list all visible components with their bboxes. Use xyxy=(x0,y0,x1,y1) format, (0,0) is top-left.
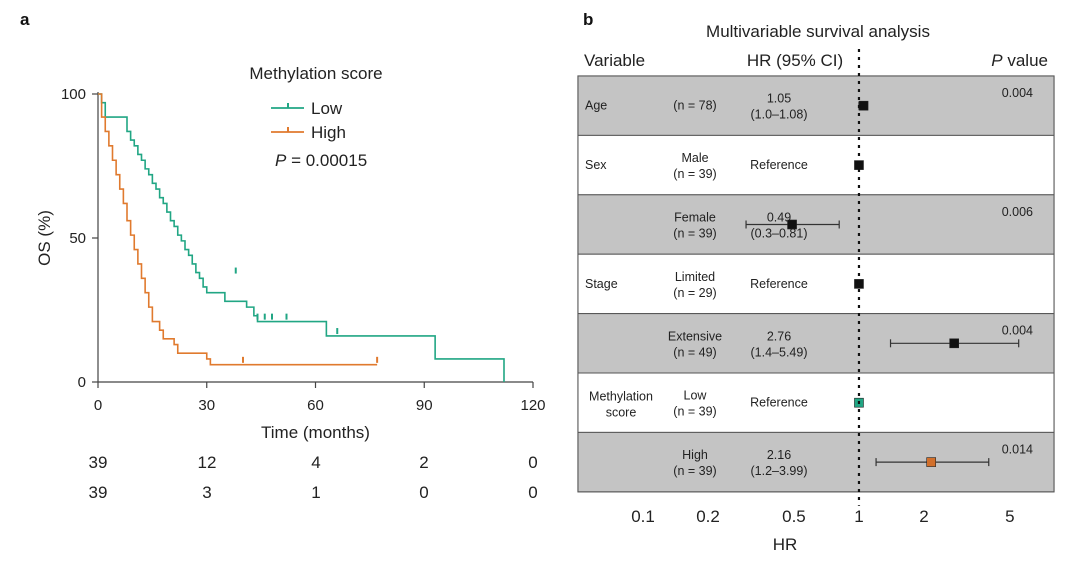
risk-high-count: 0 xyxy=(528,483,537,502)
forest-hr-value: Reference xyxy=(750,277,808,291)
km-p-italic: P xyxy=(275,151,287,170)
forest-subgroup-label: High xyxy=(682,448,708,462)
forest-n-label: (n = 39) xyxy=(673,167,716,181)
forest-p-value: 0.006 xyxy=(1002,205,1033,219)
forest-variable-label: Sex xyxy=(585,158,607,172)
forest-row-background xyxy=(577,134,1055,196)
km-y-tick-label: 50 xyxy=(69,230,86,247)
forest-n-label: (n = 39) xyxy=(673,405,716,419)
forest-n-label: (n = 39) xyxy=(673,227,716,241)
forest-ci-value: (1.4–5.49) xyxy=(751,345,808,359)
km-p-value: P = 0.00015 xyxy=(275,151,367,170)
forest-row-background xyxy=(577,372,1055,433)
forest-variable-label: Age xyxy=(585,99,607,113)
forest-hr-marker xyxy=(926,457,936,467)
km-x-tick-label: 60 xyxy=(307,397,324,414)
risk-low-count: 12 xyxy=(198,453,217,472)
forest-x-tick-label: 1 xyxy=(854,507,863,526)
forest-hr-value: Reference xyxy=(750,396,808,410)
risk-high-count: 39 xyxy=(89,483,108,502)
forest-n-label: (n = 78) xyxy=(673,99,716,113)
forest-subgroup-label: Low xyxy=(684,389,708,403)
forest-p-value: 0.004 xyxy=(1002,324,1033,338)
forest-x-axis-title: HR xyxy=(773,535,798,554)
forest-variable-label: Methylation xyxy=(589,390,653,404)
km-legend-title: Methylation score xyxy=(249,64,382,83)
forest-row-background xyxy=(577,253,1055,315)
km-x-tick-label: 30 xyxy=(198,397,215,414)
km-legend-label-high: High xyxy=(311,123,346,142)
km-y-tick-label: 0 xyxy=(78,374,86,391)
panel-b-label: b xyxy=(583,10,593,29)
forest-n-label: (n = 29) xyxy=(673,286,716,300)
forest-variable-label: Stage xyxy=(585,277,618,291)
forest-subgroup-label: Limited xyxy=(675,270,715,284)
forest-header-variable: Variable xyxy=(584,51,645,70)
forest-hr-value: 1.05 xyxy=(767,92,791,106)
km-y-axis-title: OS (%) xyxy=(35,210,54,266)
forest-subgroup-label: Extensive xyxy=(668,329,722,343)
forest-p-value: 0.004 xyxy=(1002,86,1033,100)
risk-low-count: 39 xyxy=(89,453,108,472)
forest-variable-label: score xyxy=(606,406,637,420)
risk-high-count: 3 xyxy=(202,483,211,502)
forest-header-p: P value xyxy=(991,51,1048,70)
forest-row-background xyxy=(577,75,1055,136)
km-x-tick-label: 120 xyxy=(520,397,545,414)
km-legend-label-low: Low xyxy=(311,99,343,118)
forest-header-p-rest: value xyxy=(1003,51,1048,70)
risk-low-count: 4 xyxy=(311,453,320,472)
forest-x-tick-label: 0.2 xyxy=(696,507,720,526)
forest-x-tick-label: 5 xyxy=(1005,507,1014,526)
forest-header-p-italic: P xyxy=(991,51,1003,70)
km-x-tick-label: 0 xyxy=(94,397,102,414)
forest-x-tick-label: 2 xyxy=(919,507,928,526)
forest-n-label: (n = 49) xyxy=(673,345,716,359)
risk-high-count: 0 xyxy=(419,483,428,502)
risk-high-count: 1 xyxy=(311,483,320,502)
forest-x-tick-label: 0.5 xyxy=(782,507,806,526)
forest-ci-value: (1.2–3.99) xyxy=(751,464,808,478)
forest-header-hr: HR (95% CI) xyxy=(747,51,843,70)
km-curve-low xyxy=(98,93,505,382)
km-p-number: = 0.00015 xyxy=(286,151,367,170)
km-x-axis-title: Time (months) xyxy=(261,423,370,442)
km-curve-high xyxy=(98,93,378,366)
forest-hr-value: 2.76 xyxy=(767,329,791,343)
forest-ci-value: (1.0–1.08) xyxy=(751,108,808,122)
forest-title: Multivariable survival analysis xyxy=(706,22,930,41)
risk-low-count: 0 xyxy=(528,453,537,472)
risk-low-count: 2 xyxy=(419,453,428,472)
panel-a-label: a xyxy=(20,10,30,29)
forest-p-value: 0.014 xyxy=(1002,442,1033,456)
forest-hr-marker xyxy=(949,338,959,349)
forest-ci-value: (0.3–0.81) xyxy=(751,227,808,241)
km-x-tick-label: 90 xyxy=(416,397,433,414)
forest-subgroup-label: Male xyxy=(681,151,708,165)
forest-hr-marker xyxy=(858,100,869,111)
forest-x-tick-label: 0.1 xyxy=(631,507,655,526)
forest-hr-marker xyxy=(787,219,797,230)
forest-n-label: (n = 39) xyxy=(673,464,716,478)
forest-subgroup-label: Female xyxy=(674,211,716,225)
forest-hr-value: 0.49 xyxy=(767,211,791,225)
forest-hr-value: Reference xyxy=(750,158,808,172)
km-y-tick-label: 100 xyxy=(61,86,86,103)
forest-hr-value: 2.16 xyxy=(767,448,791,462)
